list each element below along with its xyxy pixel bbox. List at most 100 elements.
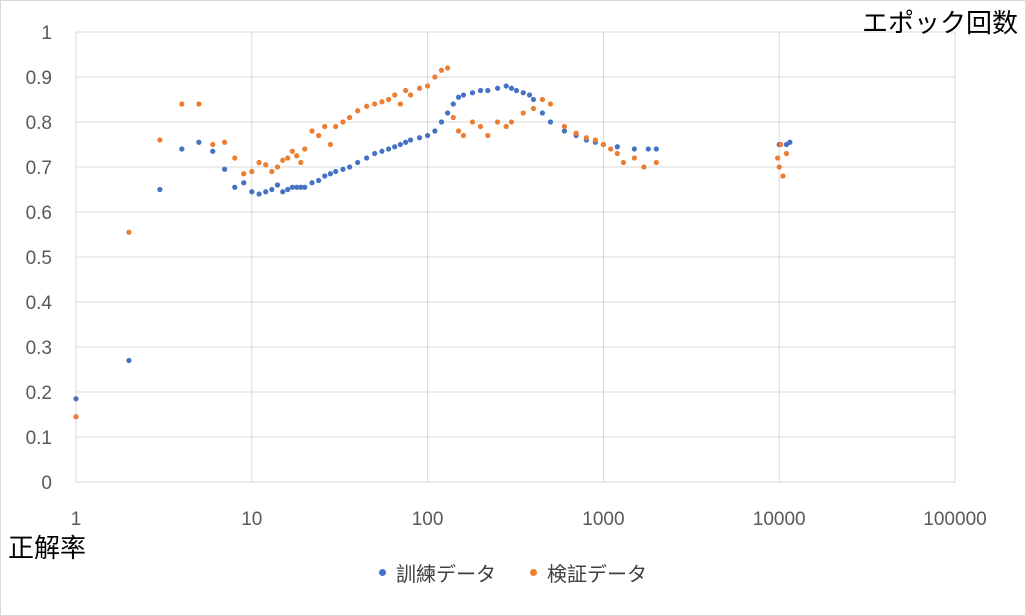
data-point: [346, 114, 353, 121]
data-point: [485, 132, 491, 139]
data-point: [263, 189, 269, 195]
tick-labels: 0 0.1 0.2 0.3 0.4 0.5 0.6 0.7 0.8 0.9 1 1 10 100 1000 1…: [26, 23, 987, 530]
data-point: [508, 85, 515, 91]
data-point: [460, 92, 467, 98]
data-point: [438, 67, 445, 73]
data-point: [775, 155, 781, 161]
y-tick-label: 0.7: [26, 158, 52, 179]
data-point: [641, 164, 647, 170]
legend-marker-validation: [530, 569, 537, 576]
data-point: [126, 229, 132, 235]
legend-item-validation: 検証データ: [530, 558, 647, 587]
data-point: [508, 119, 515, 125]
data-point: [309, 180, 315, 186]
y-tick-label: 0.8: [26, 113, 52, 134]
data-point: [294, 153, 300, 159]
data-point: [289, 148, 295, 154]
data-point: [333, 168, 339, 175]
data-point: [302, 184, 308, 190]
data-point: [397, 101, 403, 107]
x-tick-label: 1: [71, 509, 82, 530]
data-point: [450, 114, 456, 121]
legend-label-train: 訓練データ: [396, 562, 496, 586]
data-point: [631, 146, 637, 152]
data-point: [653, 159, 659, 166]
x-tick-label: 10: [241, 509, 262, 530]
data-point: [294, 184, 300, 190]
data-point: [379, 148, 385, 154]
data-point: [455, 94, 462, 100]
data-point: [157, 186, 163, 193]
data-point: [631, 155, 637, 161]
data-point: [485, 87, 491, 94]
y-tick-label: 0.3: [26, 338, 52, 359]
data-point: [425, 83, 431, 89]
data-point: [249, 189, 255, 195]
data-point: [450, 101, 456, 107]
data-point: [385, 96, 392, 103]
data-point: [346, 164, 353, 170]
data-point: [196, 139, 202, 145]
data-point: [73, 396, 79, 402]
data-point: [787, 139, 793, 145]
data-point: [561, 128, 567, 134]
gridlines: [75, 31, 956, 483]
data-point: [600, 141, 607, 148]
data-point: [241, 171, 247, 177]
data-point: [432, 128, 438, 134]
data-point: [547, 101, 554, 107]
data-point: [573, 130, 579, 136]
data-point: [364, 155, 370, 161]
data-point: [210, 148, 216, 154]
data-point: [274, 182, 281, 188]
data-point: [620, 159, 627, 166]
data-point: [298, 184, 304, 190]
data-point: [327, 171, 334, 177]
data-point: [269, 168, 275, 175]
data-point: [530, 96, 537, 103]
data-point: [285, 186, 291, 193]
data-point: [645, 146, 651, 152]
x-tick-label: 100: [412, 509, 444, 530]
data-point: [289, 184, 295, 190]
data-point: [469, 119, 476, 125]
data-point: [196, 101, 202, 107]
data-point: [653, 146, 659, 152]
data-point: [526, 92, 533, 98]
data-point: [407, 92, 414, 98]
y-tick-label: 0.2: [26, 383, 52, 404]
series-layer: [73, 65, 793, 420]
data-point: [280, 189, 286, 195]
x-axis-label: エポック回数: [861, 9, 1018, 38]
data-point: [520, 110, 526, 116]
data-point: [477, 87, 484, 94]
y-tick-label: 1: [41, 23, 52, 44]
data-point: [503, 123, 509, 130]
data-point: [416, 135, 423, 141]
data-point: [539, 110, 546, 116]
data-point: [327, 141, 334, 148]
data-point: [73, 414, 79, 420]
data-point: [221, 139, 228, 145]
data-point: [210, 141, 216, 148]
x-tick-label: 10000: [753, 509, 806, 530]
data-point: [372, 150, 378, 157]
data-point: [232, 155, 238, 161]
legend: 訓練データ 検証データ: [0, 558, 1026, 587]
data-point: [322, 173, 328, 179]
data-point: [241, 180, 247, 186]
legend-item-train: 訓練データ: [379, 558, 496, 587]
y-tick-label: 0.5: [26, 248, 52, 269]
x-tick-label: 1000: [582, 509, 624, 530]
data-point: [425, 132, 431, 139]
data-point: [477, 123, 484, 130]
data-point: [776, 164, 782, 170]
data-point: [614, 144, 620, 150]
data-point: [232, 184, 238, 190]
data-point: [256, 159, 262, 166]
data-point: [778, 141, 784, 148]
data-point: [285, 155, 291, 161]
data-point: [256, 191, 262, 197]
y-axis-label: 正解率: [8, 534, 87, 563]
